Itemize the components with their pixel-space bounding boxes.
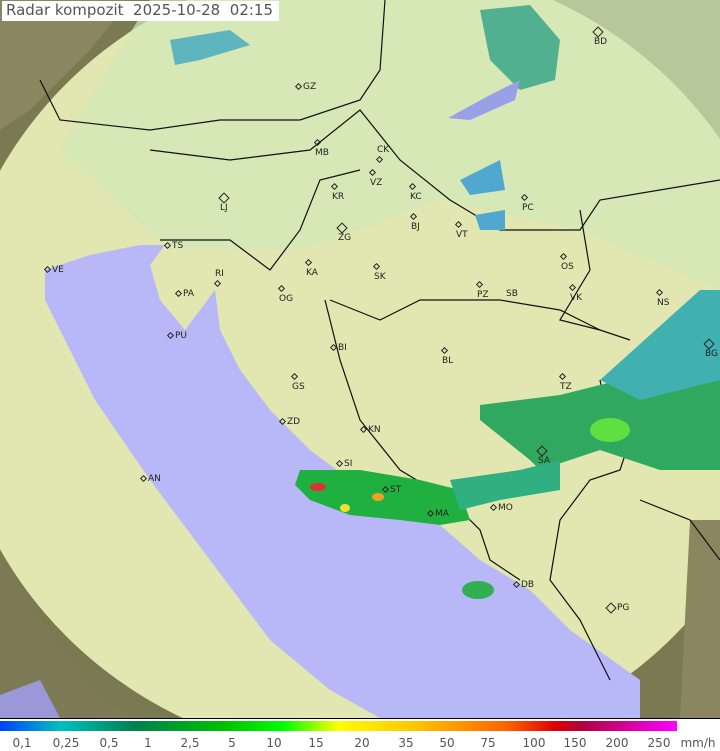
legend-tick: 0,25 bbox=[52, 736, 80, 750]
legend-tick: 1 bbox=[144, 736, 152, 750]
title-date: 2025-10-28 bbox=[133, 1, 221, 19]
city-marker: OS bbox=[559, 252, 574, 272]
title-text: Radar kompozit bbox=[6, 1, 124, 19]
city-marker: SB bbox=[506, 289, 518, 299]
city-marker: TZ bbox=[558, 372, 572, 392]
city-marker: OG bbox=[277, 284, 293, 304]
legend-tick: 10 bbox=[266, 736, 282, 750]
legend-tick: 150 bbox=[563, 736, 587, 750]
outside-range-right bbox=[680, 520, 720, 718]
legend-tick: 2,5 bbox=[180, 736, 200, 750]
city-marker: SA bbox=[536, 444, 550, 466]
radar-title: Radar kompozit 2025-10-28 02:15 bbox=[2, 1, 280, 21]
outside-range-topleft bbox=[0, 0, 130, 130]
city-marker: AN bbox=[139, 474, 161, 484]
city-marker: MO bbox=[489, 503, 513, 513]
city-marker: PA bbox=[174, 289, 194, 299]
precipitation-legend: 0,1 0,25 0,5 1 2,5 5 10 15 20 35 50 75 1… bbox=[0, 719, 720, 751]
city-marker: BI bbox=[329, 343, 347, 353]
city-marker: VK bbox=[568, 283, 582, 303]
city-marker: BL bbox=[440, 346, 453, 366]
city-marker: PC bbox=[520, 193, 534, 213]
legend-tick: 0,1 bbox=[12, 736, 32, 750]
city-marker: ZD bbox=[278, 417, 300, 427]
title-time: 02:15 bbox=[229, 1, 274, 19]
city-marker: CK bbox=[375, 145, 389, 165]
legend-tick: 100 bbox=[522, 736, 546, 750]
city-marker: BD bbox=[592, 25, 607, 47]
city-marker: KR bbox=[330, 182, 344, 202]
legend-tick: 15 bbox=[308, 736, 324, 750]
color-scale-bar bbox=[0, 721, 677, 731]
city-marker: PG bbox=[605, 601, 629, 614]
city-marker: GZ bbox=[294, 82, 316, 92]
city-marker: GS bbox=[290, 372, 305, 392]
city-marker: VT bbox=[454, 220, 468, 240]
tyrrhenian-sea bbox=[0, 680, 60, 718]
legend-tick: 50 bbox=[439, 736, 455, 750]
city-marker: VZ bbox=[368, 168, 382, 188]
city-marker: NS bbox=[655, 288, 669, 308]
city-marker: DB bbox=[512, 580, 534, 590]
city-marker: ST bbox=[381, 485, 401, 495]
city-marker: LJ bbox=[218, 191, 230, 213]
city-marker: PZ bbox=[475, 280, 489, 300]
city-marker: KN bbox=[359, 425, 381, 435]
legend-unit: mm/h bbox=[680, 736, 716, 750]
legend-tick: 75 bbox=[480, 736, 496, 750]
precipitation-echoes bbox=[170, 5, 720, 599]
city-marker: BJ bbox=[409, 212, 420, 232]
city-marker: RI bbox=[213, 269, 224, 289]
city-marker: KA bbox=[304, 258, 318, 278]
legend-tick: 250 bbox=[647, 736, 671, 750]
legend-tick: 0,5 bbox=[99, 736, 119, 750]
city-marker: MB bbox=[313, 138, 329, 158]
legend-tick: 20 bbox=[354, 736, 370, 750]
legend-tick: 200 bbox=[605, 736, 629, 750]
city-marker: MA bbox=[426, 509, 449, 519]
city-marker: ZG bbox=[336, 221, 351, 243]
city-marker: PU bbox=[166, 331, 187, 341]
city-marker: TS bbox=[163, 241, 183, 251]
city-marker: VE bbox=[43, 265, 64, 275]
city-marker: SI bbox=[335, 459, 352, 469]
city-marker: BG bbox=[703, 337, 718, 359]
legend-tick: 5 bbox=[228, 736, 236, 750]
city-marker: SK bbox=[372, 262, 386, 282]
city-marker: KC bbox=[408, 182, 422, 202]
legend-tick: 35 bbox=[398, 736, 414, 750]
map-graphics bbox=[0, 0, 720, 718]
radar-map: Radar kompozit 2025-10-28 02:15 GZ BD MB… bbox=[0, 0, 720, 719]
outside-range-bottomleft bbox=[0, 560, 140, 718]
